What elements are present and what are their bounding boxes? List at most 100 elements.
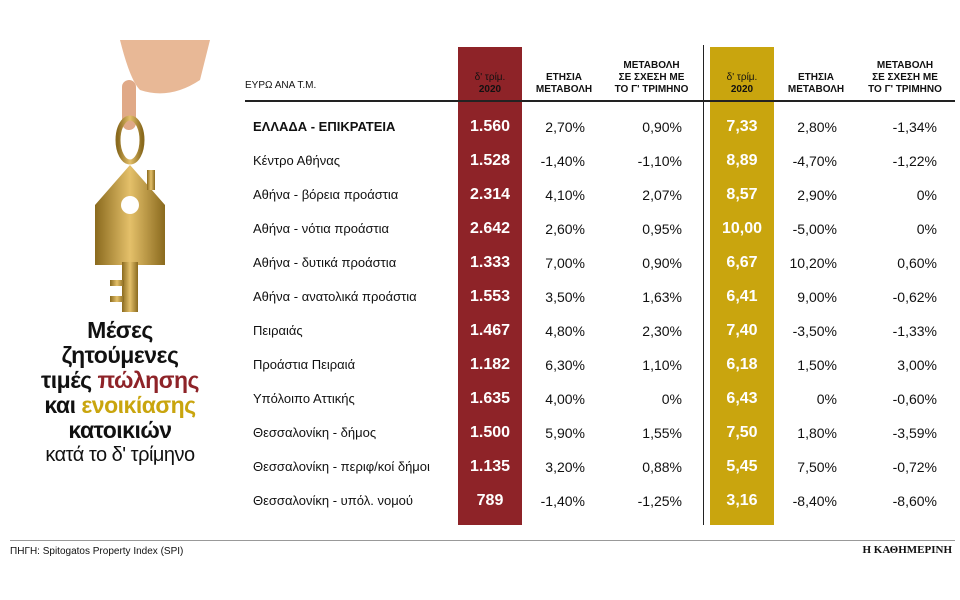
cell-value: 1,10%: [642, 357, 682, 373]
row-label: Αθήνα - νότια προάστια: [253, 221, 390, 236]
cell-value: 3,50%: [545, 289, 585, 305]
title-part: ζητούμενες: [61, 342, 179, 368]
bar-value: 6,67: [726, 254, 758, 271]
bar-value: 7,50: [726, 424, 758, 441]
title-part: τιμές: [41, 367, 98, 393]
title-line: και ενοικίασης: [10, 393, 230, 418]
footer-rule: [10, 540, 955, 541]
row-label: Προάστια Πειραιά: [253, 357, 356, 372]
column-header: ΜΕΤΑΒΟΛΗ ΣΕ ΣΧΕΣΗ ΜΕ ΤΟ Γ' ΤΡΙΜΗΝΟ: [603, 60, 700, 96]
cell-value: -0,60%: [892, 391, 937, 407]
brand: Η ΚΑΘΗΜΕΡΙΝΗ: [862, 544, 953, 556]
cell-value: -1,40%: [540, 493, 585, 509]
bar-value: 1.182: [469, 356, 511, 373]
bar-value: 8,57: [726, 186, 758, 203]
bar-value: 6,43: [726, 390, 758, 407]
header-line: ΜΕΤΑΒΟΛΗ: [623, 60, 680, 71]
row-label: Αθήνα - δυτικά προάστια: [253, 255, 397, 270]
row-label: Θεσσαλονίκη - περιφ/κοί δήμοι: [253, 459, 430, 474]
key-illustration: [95, 40, 210, 312]
bar-value: 1.560: [469, 118, 511, 135]
cell-value: -0,62%: [892, 289, 937, 305]
cell-value: 10,20%: [789, 255, 837, 271]
bar-value: 2.314: [469, 186, 511, 203]
title: Μέσες ζητούμενες τιμές πώλησης και ενοικίασ…: [10, 318, 230, 468]
column-header: ΕΥΡΩ ΑΝΑ Τ.Μ.: [245, 80, 455, 92]
title-line: ζητούμενες: [10, 343, 230, 368]
header-line: 2020: [730, 84, 754, 95]
cell-value: -5,00%: [792, 221, 837, 237]
header-line: ΕΤΗΣΙΑ: [545, 72, 582, 83]
bar-value: 6,41: [726, 288, 758, 305]
title-part: κατοικιών: [68, 417, 172, 443]
bar-value: 1.528: [469, 152, 511, 169]
row-label: Θεσσαλονίκη - δήμος: [253, 425, 377, 440]
header-line: ΕΤΗΣΙΑ: [797, 72, 834, 83]
cell-value: 4,80%: [545, 323, 585, 339]
cell-value: 1,63%: [642, 289, 682, 305]
cell-value: -1,22%: [892, 153, 937, 169]
cell-value: 7,50%: [797, 459, 837, 475]
source: ΠΗΓΗ: Spitogatos Property Index (SPI): [10, 546, 184, 557]
bar-value: 1.635: [469, 390, 511, 407]
cell-value: -1,10%: [637, 153, 682, 169]
cell-value: 1,55%: [642, 425, 682, 441]
cell-value: -0,72%: [892, 459, 937, 475]
rent-column-bg: [710, 47, 774, 525]
cell-value: 4,10%: [545, 187, 585, 203]
bar-value: 2.642: [469, 220, 511, 237]
row-label: ΕΛΛΑΔΑ - ΕΠΙΚΡΑΤΕΙΑ: [253, 119, 396, 134]
cell-value: 1,80%: [797, 425, 837, 441]
bar-value: 1.135: [469, 458, 511, 475]
bar-value: 7,33: [726, 118, 758, 135]
cell-value: 2,30%: [642, 323, 682, 339]
cell-value: 6,30%: [545, 357, 585, 373]
cell-value: 2,90%: [797, 187, 837, 203]
title-part: ενοικίασης: [81, 392, 196, 418]
bar-value: 789: [476, 492, 504, 509]
cell-value: 2,60%: [545, 221, 585, 237]
header-line: δ' τρίμ.: [726, 72, 758, 83]
title-part: Μέσες: [87, 317, 153, 343]
cell-value: -1,25%: [637, 493, 682, 509]
cell-value: 0,60%: [897, 255, 937, 271]
subtitle: κατά το δ' τρίμηνο: [45, 444, 195, 466]
row-label: Υπόλοιπο Αττικής: [253, 391, 355, 406]
title-line: Μέσες: [10, 318, 230, 343]
title-part: και: [44, 392, 82, 418]
cell-value: 0,90%: [642, 119, 682, 135]
cell-value: 2,70%: [545, 119, 585, 135]
header-line: ΕΥΡΩ ΑΝΑ Τ.Μ.: [245, 80, 317, 91]
row-label: Θεσσαλονίκη - υπόλ. νομού: [253, 493, 414, 508]
header-line: ΤΟ Γ' ΤΡΙΜΗΝΟ: [614, 84, 689, 95]
cell-value: 2,80%: [797, 119, 837, 135]
column-header: ΕΤΗΣΙΑ ΜΕΤΑΒΟΛΗ: [525, 72, 603, 96]
cell-value: 1,50%: [797, 357, 837, 373]
cell-value: 2,07%: [642, 187, 682, 203]
bar-value: 6,18: [726, 356, 758, 373]
bar-value: 5,45: [726, 458, 758, 475]
row-label: Πειραιάς: [253, 323, 303, 338]
column-header: δ' τρίμ. 2020: [458, 72, 522, 96]
cell-value: -8,40%: [792, 493, 837, 509]
header-line: 2020: [478, 84, 502, 95]
cell-value: 0%: [816, 391, 837, 407]
cell-value: -1,40%: [540, 153, 585, 169]
bar-value: 1.467: [469, 322, 511, 339]
header-line: ΣΕ ΣΧΕΣΗ ΜΕ: [618, 72, 685, 83]
cell-value: 7,00%: [545, 255, 585, 271]
column-header: ΜΕΤΑΒΟΛΗ ΣΕ ΣΧΕΣΗ ΜΕ ΤΟ Γ' ΤΡΙΜΗΝΟ: [855, 60, 955, 96]
title-part: πώλησης: [97, 367, 199, 393]
title-line: κατοικιών: [10, 418, 230, 443]
title-line: τιμές πώλησης: [10, 368, 230, 393]
separator: [703, 45, 704, 525]
cell-value: 9,00%: [797, 289, 837, 305]
row-label: Αθήνα - ανατολικά προάστια: [253, 289, 417, 304]
row-label: Αθήνα - βόρεια προάστια: [253, 187, 399, 202]
bar-value: 1.553: [469, 288, 511, 305]
cell-value: -1,33%: [892, 323, 937, 339]
header-line: ΜΕΤΑΒΟΛΗ: [535, 84, 593, 95]
bar-value: 10,00: [721, 220, 763, 237]
column-header: δ' τρίμ. 2020: [710, 72, 774, 96]
header-line: ΤΟ Γ' ΤΡΙΜΗΝΟ: [868, 84, 942, 95]
